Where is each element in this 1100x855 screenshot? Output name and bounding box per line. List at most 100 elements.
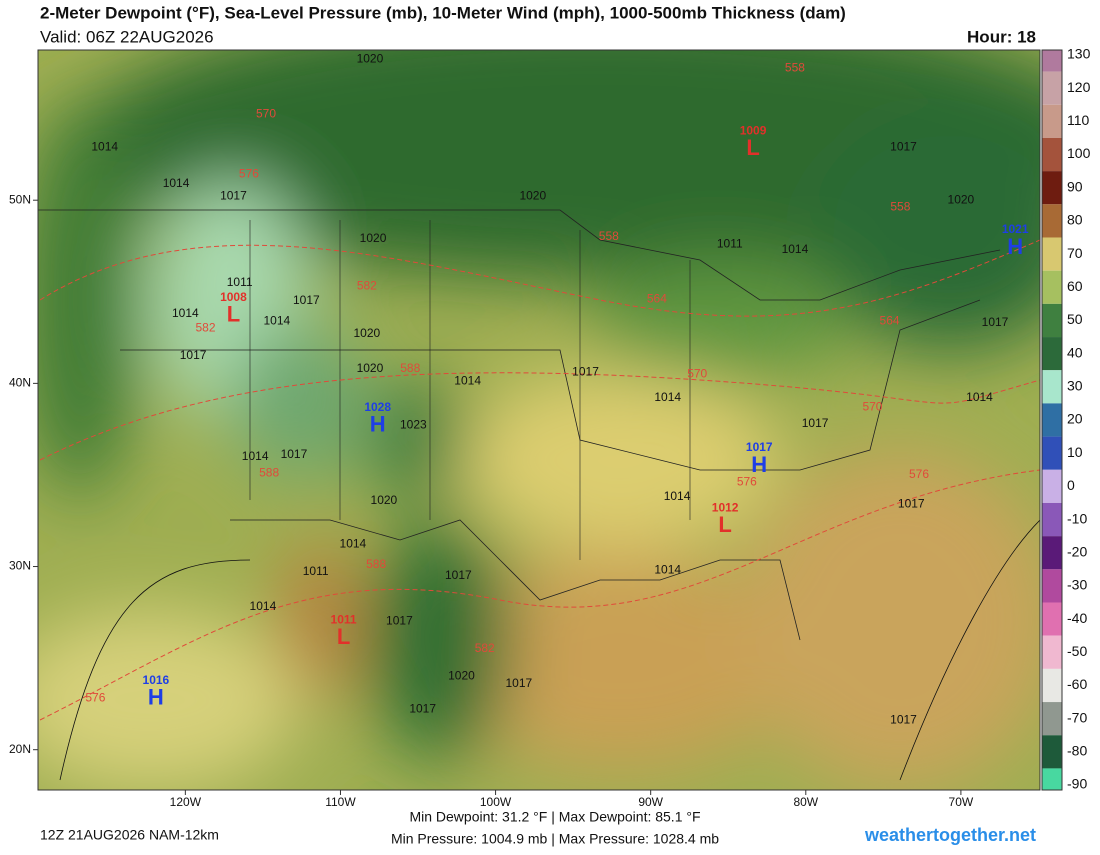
colorbar-band (1042, 50, 1062, 72)
x-tick-label: 100W (480, 795, 512, 809)
colorbar-label: 110 (1067, 112, 1090, 128)
colorbar-band (1042, 768, 1062, 790)
pressure-center-letter: H (1007, 234, 1023, 259)
colorbar-label: -90 (1067, 776, 1087, 792)
isobar-label: 1020 (353, 326, 380, 340)
map-background (38, 50, 1040, 790)
isobar-label: 1014 (242, 449, 269, 463)
colorbar-label: 80 (1067, 212, 1083, 228)
colorbar-band (1042, 536, 1062, 570)
colorbar-band (1042, 137, 1062, 172)
colorbar-band (1042, 104, 1062, 138)
colorbar-label: -40 (1067, 610, 1087, 626)
x-tick-label: 90W (638, 795, 663, 809)
thickness-label: 576 (737, 474, 757, 488)
thickness-label: 582 (357, 278, 377, 292)
isobar-label: 1020 (371, 493, 398, 507)
thickness-label: 570 (687, 366, 707, 380)
colorbar-label: 100 (1067, 145, 1091, 161)
isobar-label: 1014 (163, 176, 190, 190)
isobar-label: 1011 (227, 275, 253, 289)
isobar-label: 1017 (220, 189, 247, 203)
pressure-center-value: 1009 (740, 123, 767, 137)
colorbar-band (1042, 204, 1062, 238)
thickness-label: 558 (599, 229, 619, 243)
isobar-label: 1014 (172, 306, 199, 320)
isobar-label: 1014 (454, 374, 481, 388)
pressure-center-value: 1016 (143, 673, 170, 687)
pressure-center-letter: H (370, 411, 386, 436)
colorbar-label: -20 (1067, 543, 1087, 559)
thickness-label: 558 (890, 200, 910, 214)
pressure-center-value: 1008 (220, 290, 247, 304)
isobar-label: 1017 (802, 416, 829, 430)
isobar-label: 1017 (409, 702, 436, 716)
pressure-center-value: 1012 (712, 501, 739, 515)
pressure-center-value: 1021 (1002, 222, 1029, 236)
isobar-label: 1020 (519, 189, 546, 203)
isobar-label: 1017 (982, 315, 1009, 329)
colorbar-frame (1041, 49, 1063, 791)
colorbar-label: -50 (1067, 643, 1087, 659)
thickness-label: 582 (196, 321, 216, 335)
colorbar-band (1042, 602, 1062, 636)
colorbar-band (1042, 436, 1062, 470)
colorbar-label: -70 (1067, 709, 1087, 725)
colorbar-label: 130 (1067, 46, 1091, 62)
colorbar-band (1042, 337, 1062, 371)
isobar-label: 1017 (293, 293, 320, 307)
thickness-label: 558 (785, 60, 805, 74)
thickness-label: 576 (239, 167, 259, 181)
colorbar-band (1042, 469, 1062, 503)
thickness-label: 588 (400, 361, 420, 375)
colorbar-band (1042, 171, 1062, 205)
colorbar-label: 50 (1067, 311, 1083, 327)
isobar-label: 1023 (400, 418, 427, 432)
colorbar-label: 10 (1067, 444, 1083, 460)
isobar-label: 1017 (898, 496, 925, 510)
isobar-label: 1017 (572, 365, 599, 379)
valid-time: Valid: 06Z 22AUG2026 (40, 27, 214, 46)
model-run: 12Z 21AUG2026 NAM-12km (40, 827, 219, 843)
thickness-label: 582 (475, 641, 495, 655)
colorbar-label: -10 (1067, 510, 1087, 526)
isobar-label: 1020 (360, 231, 387, 245)
isobar-label: 1014 (340, 537, 367, 551)
isobar-label: 1020 (948, 192, 975, 206)
forecast-hour: Hour: 18 (967, 27, 1036, 46)
colorbar-band (1042, 668, 1062, 703)
x-tick-label: 80W (793, 795, 818, 809)
y-tick-label: 40N (9, 376, 31, 390)
colorbar-band (1042, 569, 1062, 603)
isobar-label: 1017 (180, 348, 207, 362)
pressure-center-value: 1011 (331, 612, 357, 626)
colorbar-label: -80 (1067, 743, 1087, 759)
pressure-center-letter: L (337, 624, 350, 649)
pressure-range: Min Pressure: 1004.9 mb | Max Pressure: … (391, 831, 719, 847)
isobar-label: 1014 (264, 313, 291, 327)
colorbar-band (1042, 702, 1062, 736)
colorbar-band (1042, 635, 1062, 669)
colorbar-label: 40 (1067, 344, 1083, 360)
pressure-center-letter: H (148, 684, 164, 709)
isobar-label: 1017 (890, 713, 917, 727)
map-frame (37, 49, 1041, 791)
thickness-label: 570 (256, 106, 276, 120)
isobar-label: 1020 (448, 669, 475, 683)
colorbar-label: 70 (1067, 245, 1083, 261)
x-tick-label: 120W (170, 795, 202, 809)
colorbar-label: -30 (1067, 577, 1087, 593)
isobar-label: 1011 (717, 236, 743, 250)
thickness-label: 588 (366, 557, 386, 571)
colorbar-band (1042, 502, 1062, 537)
pressure-center-value: 1028 (364, 400, 391, 414)
thickness-label: 564 (647, 291, 667, 305)
dewpoint-range: Min Dewpoint: 31.2 °F | Max Dewpoint: 85… (409, 809, 700, 825)
isobar-label: 1017 (505, 676, 532, 690)
thickness-label: 588 (259, 465, 279, 479)
thickness-label: 564 (880, 313, 900, 327)
y-tick-label: 20N (9, 742, 31, 756)
title: 2-Meter Dewpoint (°F), Sea-Level Pressur… (40, 3, 846, 22)
isobar-label: 1014 (966, 390, 993, 404)
